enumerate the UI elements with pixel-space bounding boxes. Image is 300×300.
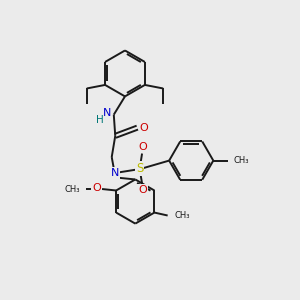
Text: S: S	[136, 162, 143, 175]
Text: O: O	[140, 123, 148, 133]
Text: CH₃: CH₃	[233, 156, 249, 165]
Text: O: O	[138, 185, 147, 195]
Text: O: O	[138, 142, 147, 152]
Text: N: N	[110, 168, 119, 178]
Text: CH₃: CH₃	[64, 184, 80, 194]
Text: H: H	[96, 115, 104, 125]
Text: N: N	[103, 108, 112, 118]
Text: CH₃: CH₃	[174, 211, 190, 220]
Text: O: O	[92, 182, 101, 193]
